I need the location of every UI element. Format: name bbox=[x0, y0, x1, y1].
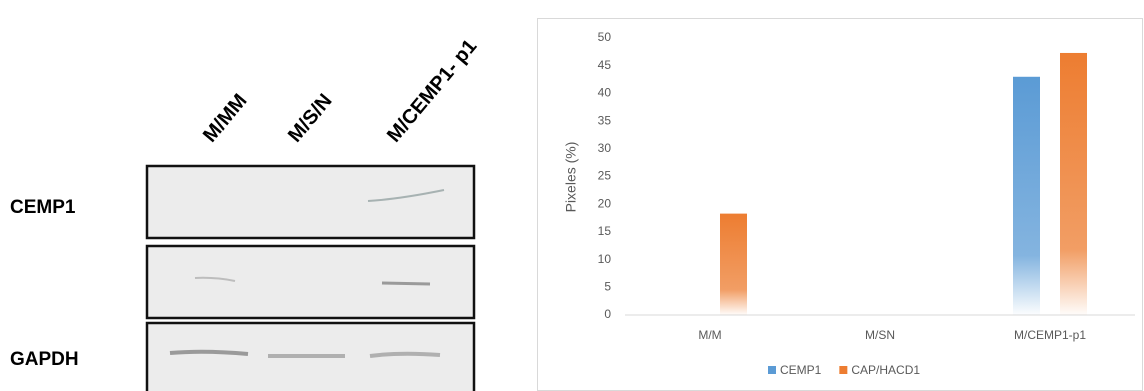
band bbox=[370, 354, 440, 356]
lane-label: M/MM bbox=[199, 90, 252, 147]
y-tick-label: 20 bbox=[598, 196, 612, 210]
legend-swatch bbox=[839, 366, 847, 374]
bar bbox=[1060, 53, 1087, 315]
y-tick-label: 0 bbox=[604, 307, 611, 321]
y-tick-label: 25 bbox=[598, 169, 612, 183]
y-tick-label: 10 bbox=[598, 252, 612, 266]
y-axis-label: Pixeles (%) bbox=[563, 142, 579, 213]
bar bbox=[1013, 77, 1040, 315]
legend-label: CAP/HACD1 bbox=[851, 363, 920, 377]
page: M/MM M/S/N M/CEMP1- p1 CEMP1 GAPDH Pixel… bbox=[0, 0, 1144, 391]
y-tick-label: 5 bbox=[604, 279, 611, 293]
y-tick-label: 50 bbox=[598, 30, 612, 44]
lane-label: M/CEMP1- p1 bbox=[383, 35, 481, 146]
x-tick-label: M/SN bbox=[865, 328, 895, 342]
y-tick-label: 45 bbox=[598, 58, 612, 72]
legend-label: CEMP1 bbox=[780, 363, 822, 377]
row-label: GAPDH bbox=[10, 349, 79, 370]
band bbox=[382, 283, 430, 284]
x-tick-label: M/M bbox=[698, 328, 721, 342]
y-tick-label: 15 bbox=[598, 224, 612, 238]
y-tick-label: 40 bbox=[598, 86, 612, 100]
blot-box bbox=[147, 166, 474, 238]
y-tick-label: 30 bbox=[598, 141, 612, 155]
legend-swatch bbox=[768, 366, 776, 374]
blot-box bbox=[147, 246, 474, 318]
lane-label: M/S/N bbox=[284, 90, 337, 147]
y-tick-label: 35 bbox=[598, 113, 612, 127]
bar bbox=[720, 214, 747, 315]
blot: M/MM M/S/N M/CEMP1- p1 CEMP1 GAPDH bbox=[10, 35, 481, 391]
row-label: CEMP1 bbox=[10, 197, 76, 218]
x-tick-label: M/CEMP1-p1 bbox=[1014, 328, 1086, 342]
band bbox=[170, 352, 248, 354]
